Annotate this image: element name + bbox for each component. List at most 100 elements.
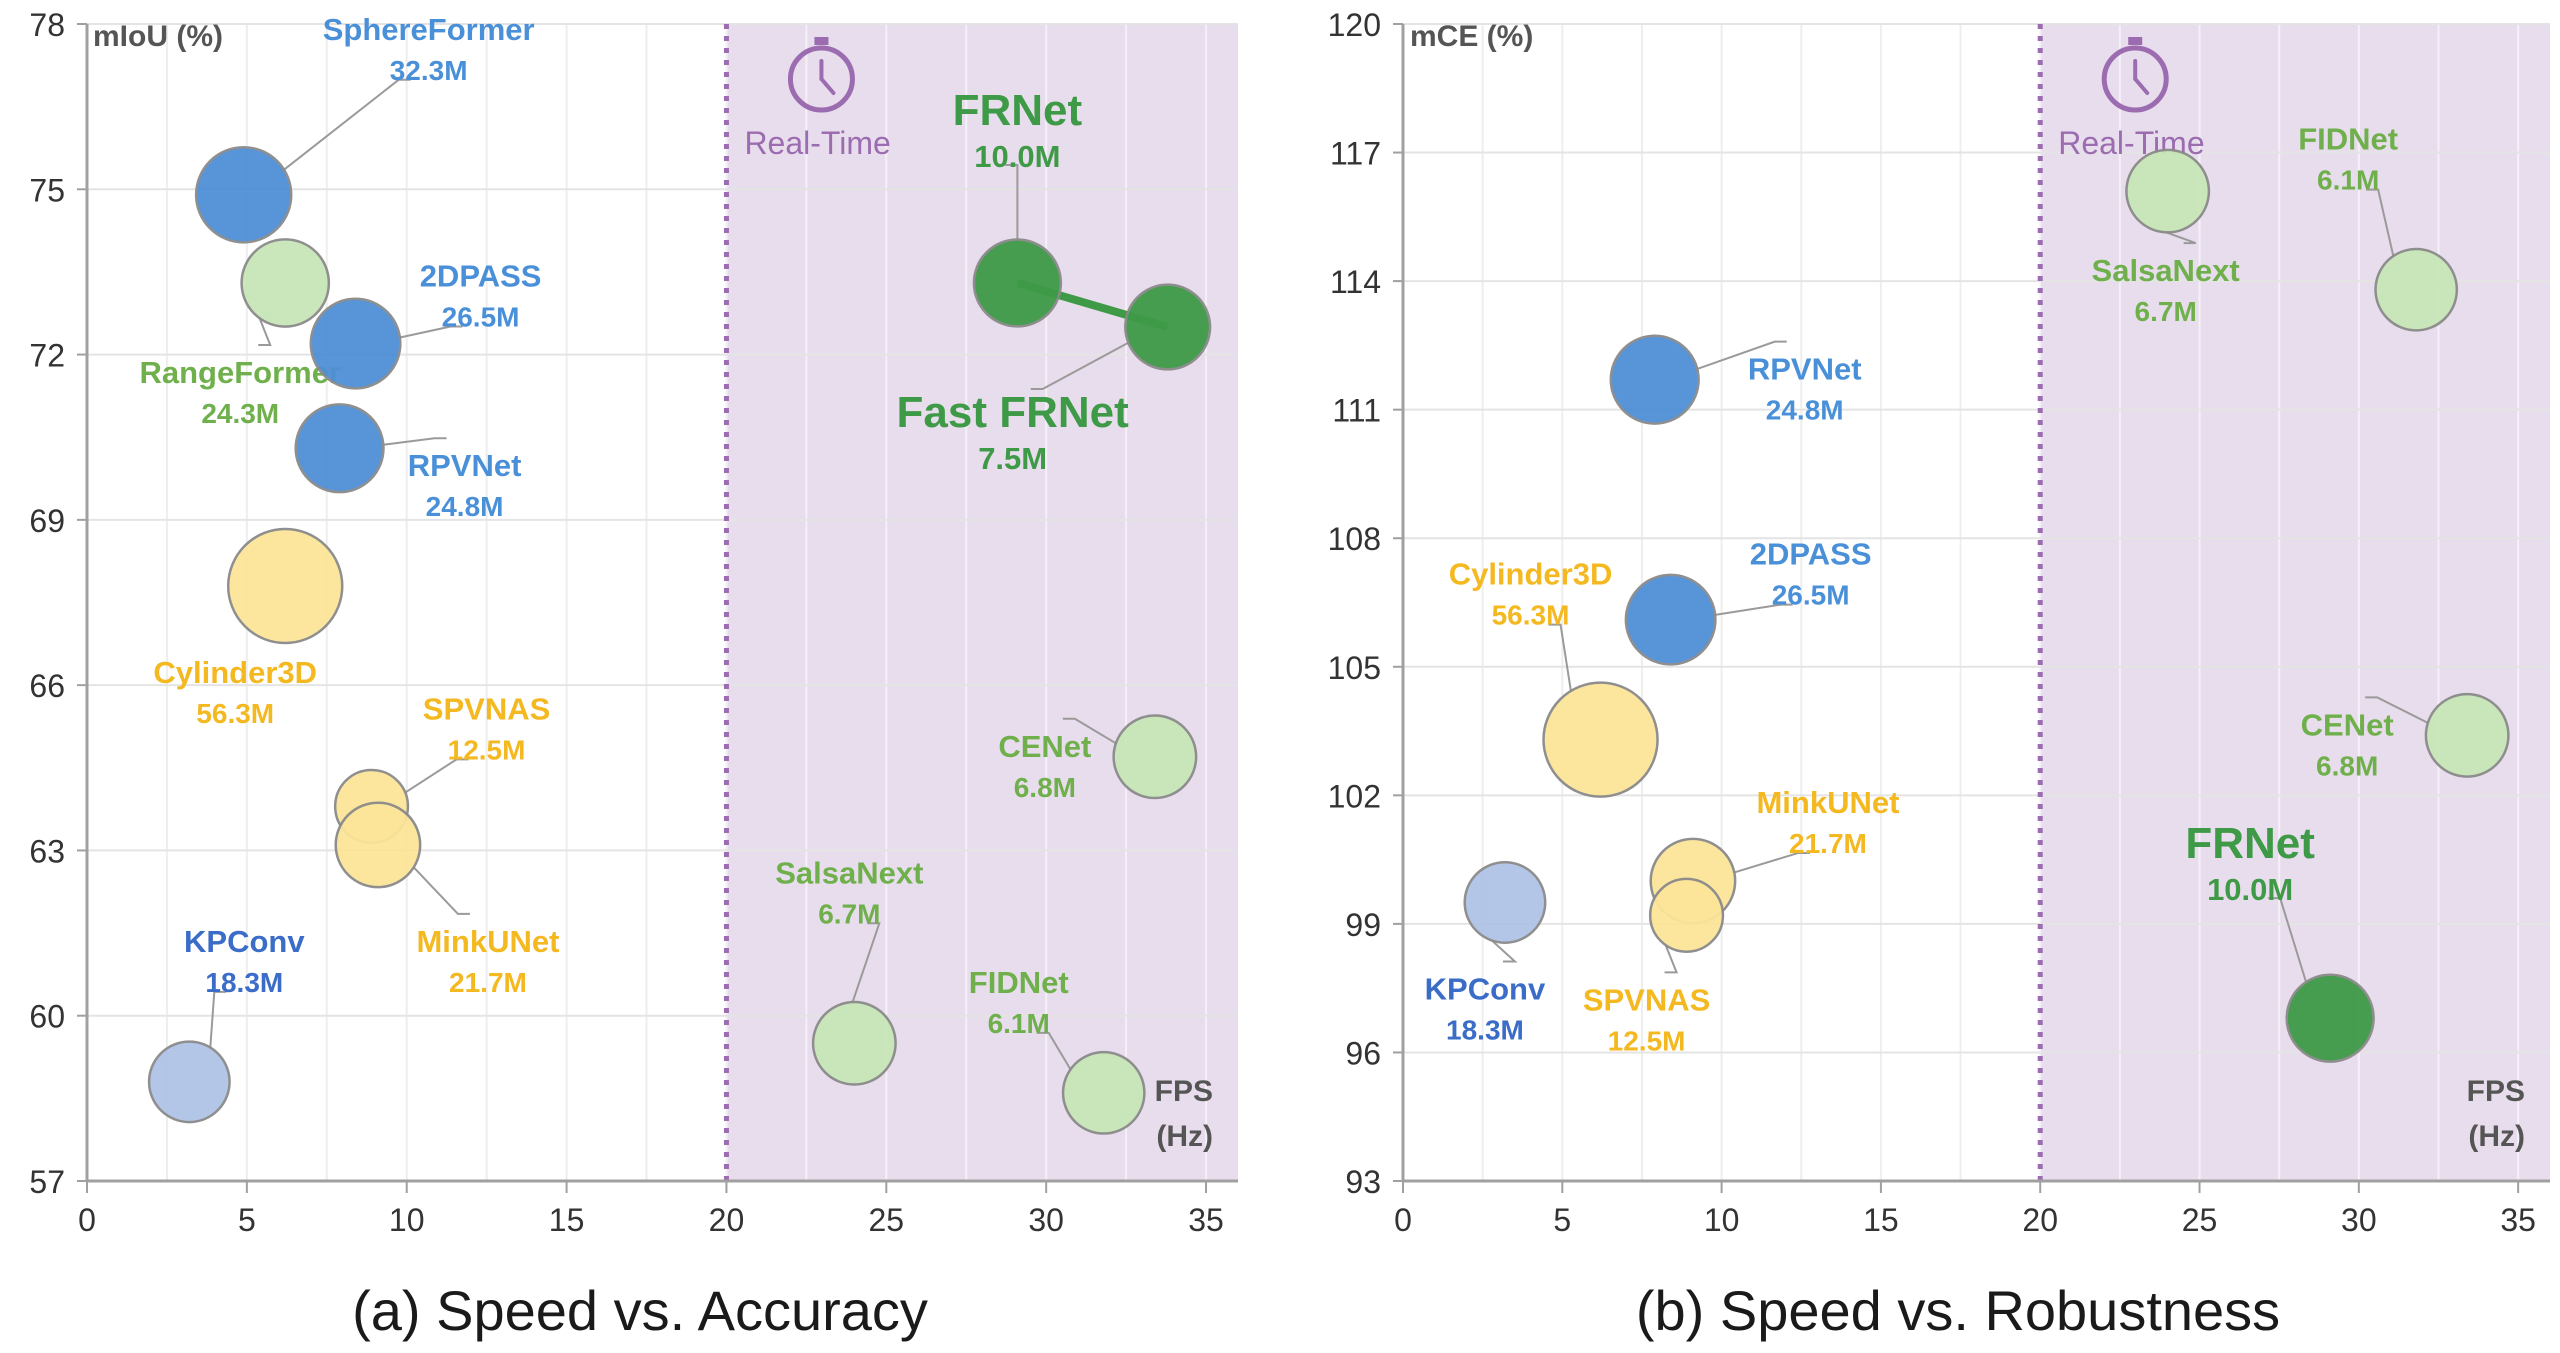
x-axis-label: FPS	[1155, 1075, 1213, 1108]
point-fast-frnet	[1124, 283, 1212, 371]
point-label-name: Cylinder3D	[153, 655, 317, 690]
leader-line	[404, 758, 469, 794]
point-label-name: MinkUNet	[1756, 785, 1899, 820]
leader-line	[1005, 163, 1019, 240]
point-salsanext	[2125, 148, 2211, 234]
x-tick-label: 0	[78, 1202, 96, 1238]
point-sphereformer	[194, 145, 293, 244]
point-label-params: 18.3M	[1446, 1014, 1524, 1045]
y-tick-label: 114	[1330, 264, 1381, 300]
point-label-params: 24.8M	[1766, 395, 1844, 426]
leader-line	[2165, 231, 2197, 245]
point-label-name: CENet	[2301, 707, 2394, 742]
y-tick-label: 111	[1332, 393, 1381, 429]
leader-line	[2268, 897, 2307, 983]
point-label-params: 21.7M	[1789, 828, 1867, 859]
x-tick-label: 10	[1704, 1202, 1740, 1238]
point-spvnas	[1648, 877, 1725, 953]
chart-panel-robustness: 0 5 10 15 20 25 30 35 93 96 99 102 105 108 111 114 117 12…	[1328, 7, 2550, 1238]
point-2dpass	[309, 297, 402, 390]
point-frnet	[972, 238, 1063, 328]
x-tick-label: 25	[2182, 1202, 2218, 1238]
point-label-name: SalsaNext	[775, 855, 923, 890]
point-label-params: 6.1M	[2317, 165, 2379, 196]
point-cylinder3d	[226, 527, 344, 645]
point-label-params: 56.3M	[196, 698, 274, 729]
clock-icon-hand	[2133, 77, 2150, 95]
point-label-params: 56.3M	[1492, 600, 1570, 631]
y-tick-label: 60	[29, 999, 65, 1035]
x-tick-label: 5	[1553, 1202, 1571, 1238]
leader-line	[1030, 341, 1129, 391]
x-tick-label: 10	[389, 1202, 425, 1238]
x-axis-unit-label: (Hz)	[2468, 1120, 2525, 1153]
y-tick-label: 78	[29, 7, 65, 43]
point-kpconv	[147, 1040, 231, 1124]
point-label-params: 7.5M	[978, 441, 1047, 476]
point-label-params: 6.1M	[988, 1008, 1050, 1039]
leader-line	[412, 866, 470, 915]
y-tick-label: 69	[29, 503, 65, 539]
y-tick-label: 93	[1345, 1164, 1381, 1200]
point-2dpass	[1624, 573, 1717, 666]
leader-line	[1733, 852, 1810, 874]
y-tick-label: 102	[1328, 778, 1381, 814]
y-tick-label: 75	[29, 172, 65, 208]
caption-speed-accuracy: (a) Speed vs. Accuracy	[352, 1279, 928, 1342]
point-label-params: 32.3M	[390, 55, 468, 86]
y-tick-label: 99	[1345, 907, 1381, 943]
x-tick-label: 0	[1394, 1202, 1412, 1238]
x-tick-label: 25	[869, 1202, 905, 1238]
point-salsanext	[811, 1000, 897, 1086]
point-label-name: RPVNet	[408, 448, 522, 483]
point-label-name: Fast FRNet	[897, 388, 1130, 437]
leader-line	[1696, 340, 1787, 370]
point-cenet	[2424, 692, 2510, 778]
leader-line	[1664, 944, 1679, 974]
y-tick-label: 72	[29, 338, 65, 374]
y-tick-label: 120	[1328, 7, 1381, 43]
leader-line	[1036, 1031, 1072, 1070]
point-fidnet	[2374, 247, 2459, 332]
leader-line	[383, 437, 447, 446]
clock-icon	[2101, 37, 2169, 113]
x-tick-label: 30	[2341, 1202, 2377, 1238]
leader-line	[2366, 188, 2395, 257]
clock-icon-crown	[814, 37, 829, 45]
y-tick-label: 57	[29, 1164, 65, 1200]
point-label-params: 12.5M	[448, 734, 526, 765]
point-frnet	[2285, 973, 2375, 1063]
x-axis-label: FPS	[2467, 1075, 2525, 1108]
chart-panel-accuracy: 0 5 10 15 20 25 30 35 57 60 63 66 69 72 75 78 mIoU (%) FP…	[29, 7, 1238, 1238]
point-label-params: 18.3M	[205, 967, 283, 998]
leader-line	[283, 78, 411, 171]
point-label-params: 6.8M	[2316, 750, 2378, 781]
realtime-region	[726, 24, 1238, 1181]
y-axis-label: mCE (%)	[1410, 20, 1533, 53]
x-tick-label: 20	[709, 1202, 745, 1238]
point-label-name: FIDNet	[2298, 122, 2398, 157]
point-label-params: 6.8M	[1014, 772, 1076, 803]
x-tick-label: 20	[2022, 1202, 2058, 1238]
point-label-name: SalsaNext	[2092, 253, 2240, 288]
realtime-label: Real-Time	[744, 125, 890, 161]
point-label-params: 6.7M	[2135, 296, 2197, 327]
y-axis-label: mIoU (%)	[93, 20, 223, 53]
point-kpconv	[1463, 860, 1547, 944]
leader-line	[1714, 603, 1793, 616]
point-label-params: 10.0M	[974, 139, 1060, 174]
y-tick-label: 108	[1328, 521, 1381, 557]
leader-line	[2365, 696, 2429, 724]
x-tick-label: 5	[238, 1202, 256, 1238]
y-tick-label: 96	[1345, 1035, 1381, 1071]
point-cenet	[1112, 714, 1198, 800]
point-label-name: KPConv	[1425, 971, 1546, 1006]
clock-icon-face	[787, 45, 855, 113]
clock-icon-crown	[2128, 37, 2143, 45]
point-label-name: SPVNAS	[423, 691, 550, 726]
point-label-name: RangeFormer	[139, 355, 341, 390]
leader-line	[1548, 623, 1572, 692]
y-tick-label: 105	[1328, 650, 1381, 686]
clock-icon-face	[2101, 45, 2169, 113]
point-fidnet	[1061, 1050, 1146, 1135]
